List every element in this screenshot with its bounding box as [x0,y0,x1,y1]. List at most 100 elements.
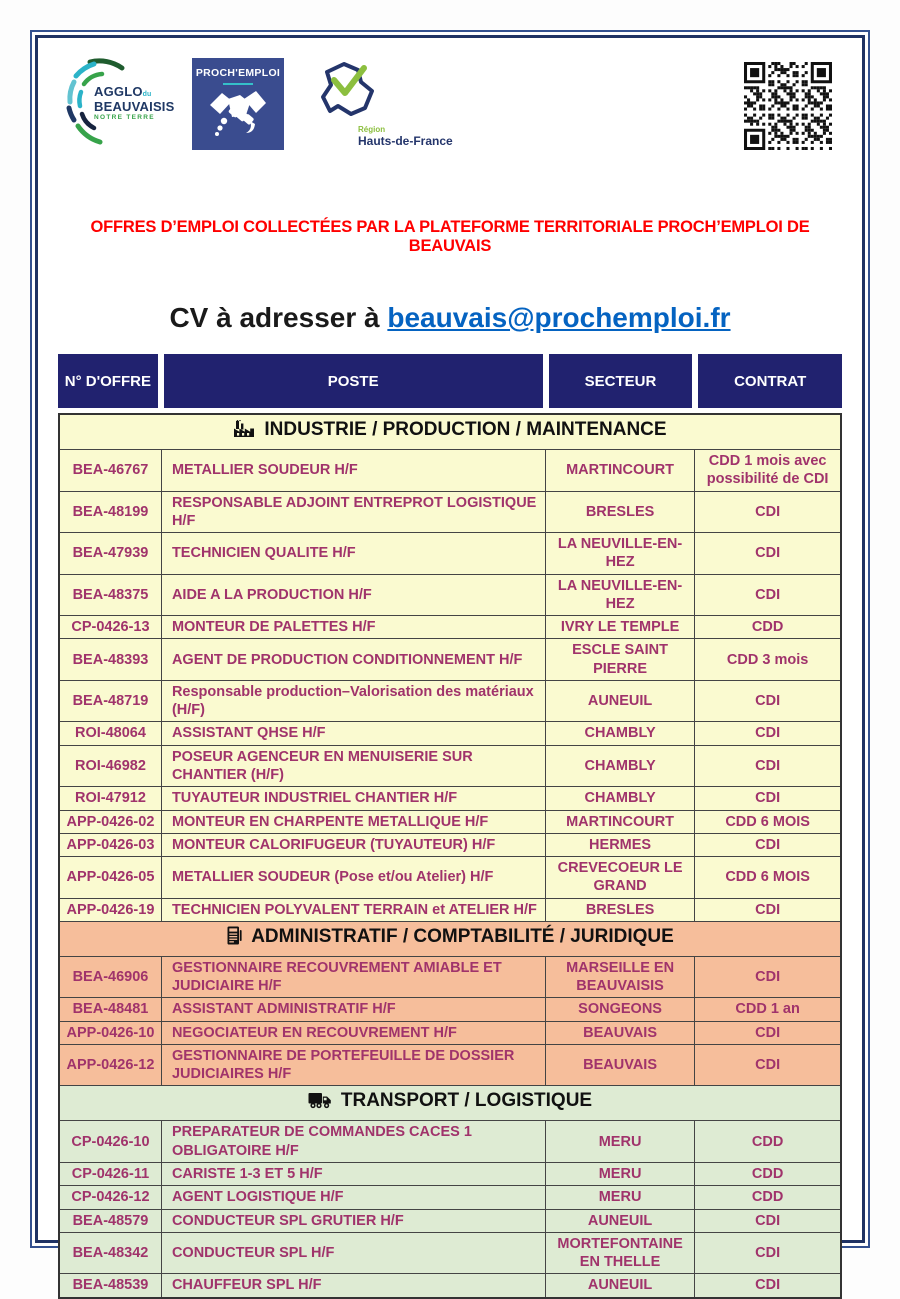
region-logo-small-label: Région [358,125,386,134]
table-row: APP-0426-19 TECHNICIEN POLYVALENT TERRAIN… [58,897,842,922]
agglo-arcs-icon [66,58,125,145]
section-title-label: TRANSPORT / LOGISTIQUE [340,1090,593,1112]
table-row: ROI-48064 ASSISTANT QHSE H/F CHAMBLY CDI [58,721,842,746]
offer-id-cell: APP-0426-03 [58,832,162,858]
poste-cell: PREPARATEUR DE COMMANDES CACES 1 OBLIGAT… [160,1120,546,1163]
poste-cell: MONTEUR EN CHARPENTE METALLIQUE H/F [160,809,546,834]
table-row: BEA-48199 RESPONSABLE ADJOINT ENTREPROT L… [58,490,842,534]
contrat-cell: CDI [694,1208,842,1233]
offer-id-cell: APP-0426-02 [58,809,162,834]
offer-id-cell: BEA-46906 [58,955,162,999]
secteur-cell: LA NEUVILLE-EN-HEZ [544,573,696,617]
secteur-cell: BEAUVAIS [544,1020,696,1045]
table-row: CP-0426-11 CARISTE 1-3 ET 5 H/F MERU CDD [58,1161,842,1187]
offer-id-cell: APP-0426-12 [58,1043,162,1087]
contrat-cell: CDI [694,1043,842,1087]
section-title: ADMINISTRATIF / COMPTABILITÉ / JURIDIQUE [58,920,842,957]
poste-cell: AIDE A LA PRODUCTION H/F [160,573,546,617]
table-header-row: N° D'OFFRE POSTE SECTEUR CONTRAT [58,354,842,408]
poste-cell: POSEUR AGENCEUR EN MENUISERIE SUR CHANTI… [160,744,546,788]
contrat-cell: CDD 6 MOIS [694,856,842,899]
contrat-cell: CDI [694,679,842,723]
poste-cell: CONDUCTEUR SPL H/F [160,1231,546,1275]
cv-email-link[interactable]: beauvais@prochemploi.fr [387,302,731,333]
poste-cell: AGENT LOGISTIQUE H/F [160,1185,546,1210]
table-row: APP-0426-05 METALLIER SOUDEUR (Pose et/ou… [58,856,842,899]
handshake-icon [210,91,266,136]
offer-id-cell: BEA-48375 [58,573,162,617]
section-title: TRANSPORT / LOGISTIQUE [58,1085,842,1122]
secteur-cell: CHAMBLY [544,721,696,746]
calculator-icon [226,926,242,951]
poste-cell: MONTEUR CALORIFUGEUR (TUYAUTEUR) H/F [160,832,546,858]
offer-id-cell: BEA-48579 [58,1208,162,1233]
contrat-cell: CDI [694,897,842,922]
contrat-cell: CDD 6 MOIS [694,809,842,834]
cv-instruction-prefix: CV à adresser à [169,302,388,333]
secteur-cell: MORTEFONTAINE EN THELLE [544,1231,696,1275]
secteur-cell: AUNEUIL [544,1273,696,1299]
offer-id-cell: ROI-47912 [58,786,162,811]
secteur-cell: ESCLE SAINT PIERRE [544,638,696,681]
table-row: ROI-47912 TUYAUTEUR INDUSTRIEL CHANTIER H… [58,786,842,811]
column-header-poste: POSTE [160,354,546,408]
poste-cell: GESTIONNAIRE DE PORTEFEUILLE DE DOSSIER … [160,1043,546,1087]
section-title-label: ADMINISTRATIF / COMPTABILITÉ / JURIDIQUE [251,925,674,947]
table-row: ROI-46982 POSEUR AGENCEUR EN MENUISERIE S… [58,744,842,788]
offer-id-cell: APP-0426-19 [58,897,162,922]
offer-id-cell: APP-0426-05 [58,856,162,899]
secteur-cell: SONGEONS [544,997,696,1022]
table-row: BEA-46906 GESTIONNAIRE RECOUVREMENT AMIAB… [58,955,842,999]
offer-id-cell: BEA-48539 [58,1273,162,1299]
poste-cell: GESTIONNAIRE RECOUVREMENT AMIABLE ET JUD… [160,955,546,999]
section-header-row: INDUSTRIE / PRODUCTION / MAINTENANCE [58,413,842,450]
cv-instruction: CV à adresser à beauvais@prochemploi.fr [52,302,848,334]
poste-cell: Responsable production–Valorisation des … [160,679,546,723]
offer-id-cell: BEA-48199 [58,490,162,534]
agglo-logo-tagline: NOTRE TERRE [94,114,155,121]
table-row: BEA-48375 AIDE A LA PRODUCTION H/F LA NEUV… [58,573,842,617]
contrat-cell: CDD [694,1120,842,1163]
table-row: APP-0426-12 GESTIONNAIRE DE PORTEFEUILLE … [58,1043,842,1087]
section-header-row: ADMINISTRATIF / COMPTABILITÉ / JURIDIQUE [58,920,842,957]
offer-id-cell: BEA-48393 [58,638,162,681]
offer-id-cell: CP-0426-10 [58,1120,162,1163]
table-row: APP-0426-03 MONTEUR CALORIFUGEUR (TUYAUTE… [58,832,842,858]
table-row: BEA-48393 AGENT DE PRODUCTION CONDITIONNE… [58,638,842,681]
agglo-logo-line2: BEAUVAISIS [94,99,175,114]
factory-icon [233,419,255,444]
secteur-cell: MERU [544,1120,696,1163]
section-header-row: TRANSPORT / LOGISTIQUE [58,1085,842,1122]
poste-cell: TUYAUTEUR INDUSTRIEL CHANTIER H/F [160,786,546,811]
offers-table: N° D'OFFRE POSTE SECTEUR CONTRAT INDUSTR… [58,354,842,1299]
table-row: BEA-48719 Responsable production–Valorisa… [58,679,842,723]
offer-id-cell: CP-0426-11 [58,1161,162,1187]
table-row: CP-0426-13 MONTEUR DE PALETTES H/F IVRY LE… [58,615,842,640]
prochemploi-logo-rule [223,83,253,85]
table-row: BEA-48481 ASSISTANT ADMINISTRATIF H/F SONG… [58,997,842,1022]
offer-id-cell: ROI-48064 [58,721,162,746]
column-header-secteur: SECTEUR [545,354,696,408]
offer-id-cell: BEA-48719 [58,679,162,723]
poste-cell: CONDUCTEUR SPL GRUTIER H/F [160,1208,546,1233]
secteur-cell: BRESLES [544,897,696,922]
poste-cell: TECHNICIEN POLYVALENT TERRAIN et ATELIER… [160,897,546,922]
secteur-cell: BEAUVAIS [544,1043,696,1087]
contrat-cell: CDD 1 an [694,997,842,1022]
contrat-cell: CDI [694,1231,842,1275]
truck-icon [308,1092,332,1115]
contrat-cell: CDI [694,832,842,858]
secteur-cell: AUNEUIL [544,1208,696,1233]
region-logo-name: Hauts-de-France [358,133,453,148]
contrat-cell: CDI [694,1020,842,1045]
table-row: BEA-47939 TECHNICIEN QUALITE H/F LA NEUVIL… [58,532,842,575]
prochemploi-logo: PROCH'EMPLOI [192,58,284,150]
poste-cell: AGENT DE PRODUCTION CONDITIONNEMENT H/F [160,638,546,681]
secteur-cell: CHAMBLY [544,744,696,788]
section-title-label: INDUSTRIE / PRODUCTION / MAINTENANCE [264,419,667,440]
table-row: CP-0426-10 PREPARATEUR DE COMMANDES CACES… [58,1120,842,1163]
secteur-cell: MARTINCOURT [544,449,696,492]
contrat-cell: CDI [694,490,842,534]
poste-cell: MONTEUR DE PALETTES H/F [160,615,546,640]
agglo-beauvaisis-logo: AGGLOdu BEAUVAISIS NOTRE TERRE [60,54,178,150]
